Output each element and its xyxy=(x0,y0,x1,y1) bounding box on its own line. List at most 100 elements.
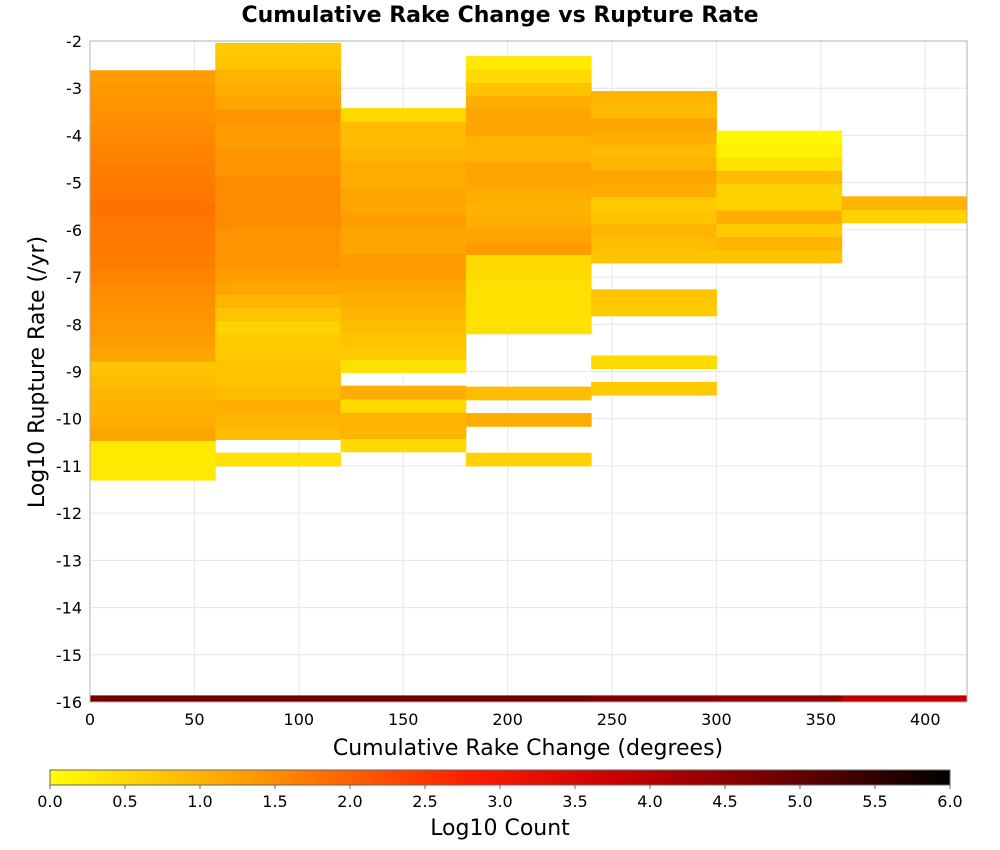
heatmap-cell xyxy=(90,387,216,402)
heatmap-cell xyxy=(591,302,717,317)
heatmap-cell xyxy=(340,425,467,440)
heatmap-cell xyxy=(716,157,843,171)
heatmap-cell xyxy=(215,122,342,136)
heatmap-cell xyxy=(215,360,342,374)
heatmap-cell xyxy=(716,196,843,211)
heatmap-cell xyxy=(591,355,717,370)
x-axis-label: Cumulative Rake Change (degrees) xyxy=(333,736,723,761)
heatmap-cell xyxy=(90,96,216,111)
heatmap-cell xyxy=(215,452,342,467)
y-tick-label: -5 xyxy=(66,174,82,193)
heatmap-cell xyxy=(716,236,843,251)
y-tick-label: -7 xyxy=(66,268,82,287)
heatmap-cell xyxy=(591,130,717,145)
y-tick-label: -14 xyxy=(56,599,82,618)
heatmap-cell xyxy=(340,412,467,426)
heatmap-cell xyxy=(340,385,467,400)
heatmap-cell xyxy=(90,268,216,283)
heatmap-cell xyxy=(215,82,342,97)
heatmap-cell xyxy=(90,255,216,270)
heatmap-cell xyxy=(465,294,592,308)
heatmap-cell xyxy=(340,346,467,360)
heatmap-cell xyxy=(591,196,717,211)
x-tick-label: 200 xyxy=(492,710,523,729)
heatmap-cell xyxy=(90,453,216,468)
heatmap-cell xyxy=(340,293,467,307)
heatmap-cell xyxy=(340,121,467,135)
heatmap-cell xyxy=(465,108,592,123)
heatmap-cell xyxy=(90,308,216,322)
y-tick-label: -12 xyxy=(56,504,82,523)
heatmap-cell xyxy=(340,134,467,149)
heatmap-cell xyxy=(841,196,968,211)
heatmap-cell xyxy=(90,440,216,455)
heatmap-cell xyxy=(465,175,592,189)
heatmap-cell xyxy=(716,130,843,145)
y-axis-label: Log10 Rupture Rate (/yr) xyxy=(25,236,50,508)
heatmap-cell xyxy=(215,108,342,123)
heatmap-cell xyxy=(465,267,592,282)
heatmap-cell xyxy=(90,215,216,230)
x-tick-label: 0 xyxy=(85,710,95,729)
heatmap-cell xyxy=(591,236,717,251)
heatmap-cell xyxy=(90,347,216,362)
heatmap-cell xyxy=(591,157,717,171)
y-tick-label: -4 xyxy=(66,126,82,145)
heatmap-cell xyxy=(716,223,843,237)
heatmap-cell xyxy=(465,254,592,269)
heatmap-cell xyxy=(90,281,216,296)
colorbar-tick-label: 2.0 xyxy=(337,792,362,811)
heatmap-cell xyxy=(465,695,592,702)
x-tick-label: 50 xyxy=(184,710,204,729)
heatmap-cell xyxy=(340,398,467,413)
heatmap-cell xyxy=(340,695,467,702)
heatmap-cell xyxy=(215,241,342,255)
heatmap-cell xyxy=(340,200,467,215)
heatmap-cell xyxy=(591,695,717,702)
heatmap-cell xyxy=(465,69,592,84)
heatmap-cell xyxy=(215,95,342,110)
colorbar-tick-label: 3.0 xyxy=(487,792,512,811)
x-tick-label: 350 xyxy=(806,710,837,729)
heatmap-cell xyxy=(90,361,216,375)
heatmap-cell xyxy=(90,466,216,481)
colorbar-tick-label: 5.0 xyxy=(787,792,812,811)
heatmap-cell xyxy=(215,188,342,203)
heatmap-cell xyxy=(90,189,216,203)
heatmap-cell xyxy=(591,91,717,105)
colorbar-tick-label: 1.5 xyxy=(262,792,287,811)
x-tick-label: 150 xyxy=(388,710,419,729)
heatmap-cell xyxy=(215,69,342,84)
heatmap-cell xyxy=(465,413,592,427)
heatmap-cell xyxy=(90,242,216,256)
heatmap-cell xyxy=(465,135,592,150)
plot-frame xyxy=(89,40,968,703)
colorbar-ticks: 0.0 0.5 1.0 1.5 2.0 2.5 3.0 3.5 4.0 4.5 5.0 5.5 6.0 xyxy=(37,785,963,811)
heatmap-cell xyxy=(465,161,592,176)
heatmap-cell xyxy=(716,170,843,185)
y-tick-label: -16 xyxy=(56,693,82,712)
y-tick-label: -15 xyxy=(56,646,82,665)
heatmap-cell xyxy=(340,266,467,281)
heatmap-cell xyxy=(340,438,467,453)
colorbar-tick-label: 6.0 xyxy=(937,792,962,811)
heatmap-cell xyxy=(215,373,342,388)
heatmap-cell xyxy=(340,227,467,241)
heatmap-cell xyxy=(215,267,342,282)
heatmap-cell xyxy=(340,174,467,188)
heatmap-cell xyxy=(465,386,592,401)
x-axis-ticks: 0 50 100 150 200 250 300 350 400 xyxy=(85,710,941,729)
heatmap-cell xyxy=(591,143,717,158)
heatmap-cell xyxy=(841,695,968,702)
heatmap-cell xyxy=(215,307,342,322)
heatmap-cell xyxy=(340,147,467,162)
heatmap-cell xyxy=(215,399,342,414)
heatmap-cell xyxy=(591,210,717,224)
colorbar xyxy=(49,769,951,786)
heatmap-cell xyxy=(465,227,592,242)
heatmap-cell xyxy=(90,295,216,309)
heatmap-cell xyxy=(591,381,717,396)
heatmap-cell xyxy=(90,149,216,164)
heatmap-cell xyxy=(215,280,342,295)
heatmap-cell xyxy=(215,227,342,242)
